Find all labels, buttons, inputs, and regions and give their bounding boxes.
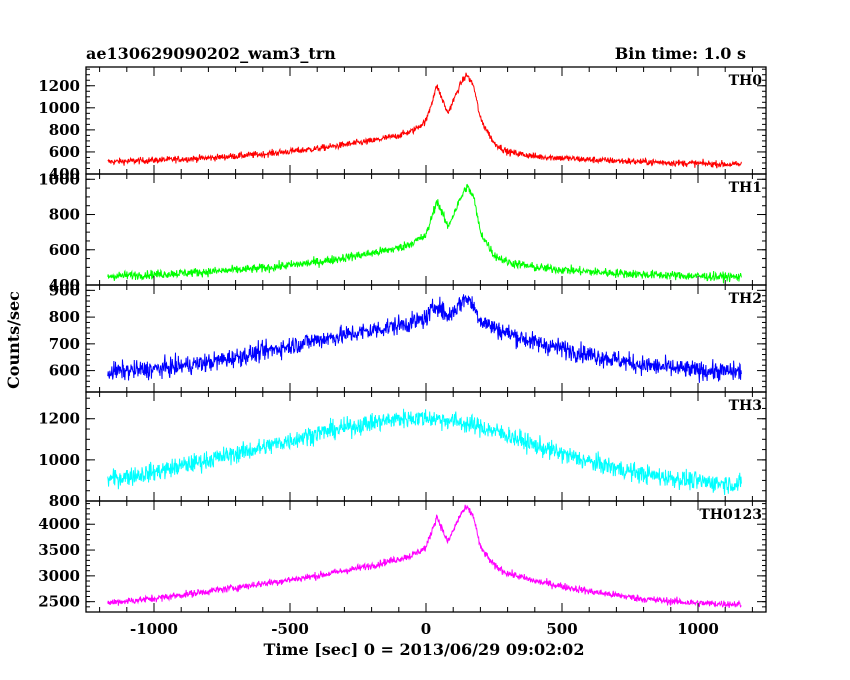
bin-time-label: Bin time: 1.0 s [615,44,746,63]
lightcurve-th1 [107,183,742,284]
y-axis-title: Counts/sec [4,291,23,389]
y-tick-label: 1200 [38,410,80,428]
panel-th0123: 2500 3000 3500 4000 TH0123 [38,500,767,613]
chart-title: ae130629090202_wam3_trn [86,44,336,63]
y-tick-label: 900 [49,281,80,299]
lightcurve-th3 [107,408,742,496]
panel-frame [85,284,767,393]
panel-th2: 600 700 800 900 TH2 [49,281,767,393]
y-tick-label: 800 [49,206,80,224]
x-tick-label: 1000 [677,620,719,638]
x-tick-label: -1000 [130,620,178,638]
y-tick-label: 1200 [38,77,80,95]
y-tick-label: 2500 [38,593,80,611]
y-tick-label: 400 [49,165,80,183]
y-tick-label: 1000 [38,99,80,117]
lightcurve-th0123 [107,504,742,609]
y-tick-label: 1000 [38,170,80,188]
y-tick-label: 800 [49,121,80,139]
y-tick-label: 600 [49,362,80,380]
x-tick-label: 0 [421,620,431,638]
y-tick-label: 800 [49,308,80,326]
x-tick-label: -500 [271,620,309,638]
panel-th3: 800 1000 1200 TH3 [38,391,767,510]
y-tick-label: 3500 [38,541,80,559]
y-tick-label: 600 [49,143,80,161]
x-axis-title: Time [sec] 0 = 2013/06/29 09:02:02 [264,640,585,659]
panel-frame [85,391,767,502]
y-tick-label: 1000 [38,451,80,469]
panel-frame [85,173,767,286]
panel-label: TH1 [729,180,762,196]
y-tick-label: 4000 [38,515,80,533]
panel-th1: 400 600 800 1000 TH1 [38,170,767,294]
lightcurve-th0 [107,72,742,169]
panel-th0: 400 600 800 1000 1200 TH0 [38,66,767,183]
y-tick-label: 800 [49,492,80,510]
y-tick-label: 400 [49,276,80,294]
panel-label: TH3 [729,398,762,414]
x-tick-label: 500 [546,620,577,638]
lightcurve-th2 [107,294,742,383]
panel-label: TH0123 [699,507,762,523]
panel-label: TH2 [729,291,762,307]
y-tick-label: 3000 [38,567,80,585]
y-tick-label: 700 [49,335,80,353]
panel-label: TH0 [729,73,763,89]
y-tick-label: 600 [49,241,80,259]
